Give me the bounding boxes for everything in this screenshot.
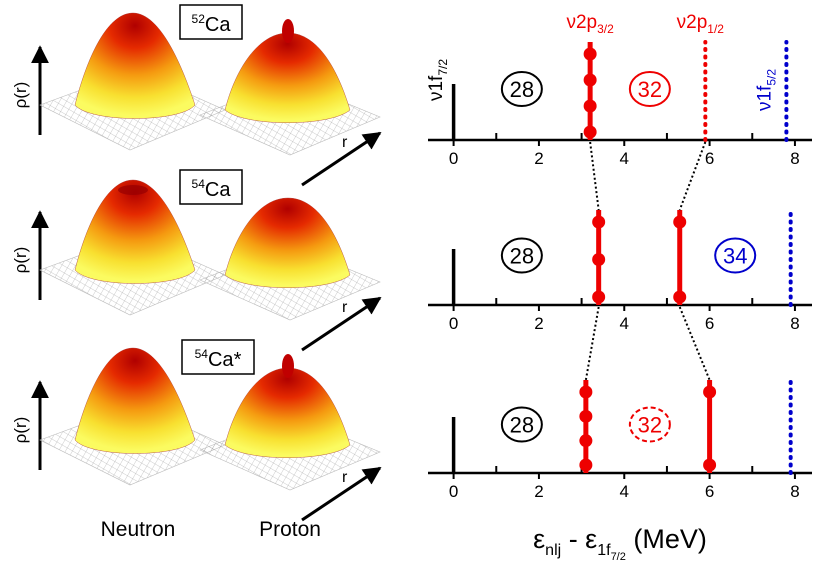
- tick-label: 2: [534, 149, 543, 168]
- magic-number-ring: [500, 406, 543, 443]
- density-row-2: ρ(r) r 54Ca*: [11, 339, 382, 522]
- occupancy-dot: [703, 458, 717, 472]
- tick-label: 6: [705, 482, 714, 501]
- proton-density-surface: [224, 197, 351, 288]
- occupancy-dot: [579, 409, 593, 423]
- level-connectors: [584, 141, 711, 381]
- level-label-f52: ν1f5/2: [754, 69, 778, 111]
- tick-label: 0: [449, 314, 458, 333]
- tick-label: 2: [534, 314, 543, 333]
- level-label-p32: ν2p3/2: [566, 12, 614, 36]
- magic-number-ring: [714, 237, 757, 274]
- rho-axis-label: ρ(r): [11, 417, 30, 444]
- nucleus-label-box: [179, 169, 243, 205]
- neutron-density-surface: [74, 179, 196, 284]
- magic-number-ring: [628, 406, 671, 443]
- tick-label: 8: [790, 314, 799, 333]
- level-label-f72: ν1f7/2: [426, 59, 450, 101]
- magic-number-label: 28: [510, 244, 534, 269]
- magic-number-label: 28: [510, 413, 534, 438]
- magic-number-ring: [500, 237, 543, 274]
- neutron-central-dip: [118, 185, 148, 195]
- occupancy-dot: [673, 290, 687, 304]
- rho-axis-label: ρ(r): [11, 247, 30, 274]
- neutron-density-surface: [74, 12, 196, 119]
- magic-number-ring: [628, 71, 671, 107]
- magic-number-label: 32: [638, 413, 662, 438]
- neutron-density-surface: [74, 347, 196, 454]
- tick-label: 8: [790, 149, 799, 168]
- level-panel-0: 0 2 4 6 8 28 32: [428, 40, 812, 168]
- occupancy-dot: [583, 73, 597, 87]
- occupancy-dot: [579, 385, 593, 399]
- occupancy-dot: [583, 125, 597, 139]
- occupancy-dot: [579, 458, 593, 472]
- connector-p32: [584, 306, 600, 381]
- proton-central-peak: [282, 354, 294, 378]
- level-label-p12: ν2p1/2: [677, 12, 725, 36]
- tick-label: 4: [620, 314, 629, 333]
- occupancy-dot: [673, 215, 687, 229]
- magic-number-ring: [500, 71, 543, 107]
- tick-label: 0: [449, 482, 458, 501]
- occupancy-dot: [703, 385, 717, 399]
- magic-number-label: 34: [723, 244, 747, 269]
- connector-p12: [678, 141, 707, 211]
- x-axis-title: εnlj - ε1f7/2 (MeV): [533, 524, 707, 563]
- density-panels: ρ(r) r 52Ca ρ(r) r 54Ca ρ(r) r 54Ca* Neutron Proto…: [11, 4, 382, 541]
- density-row-1: ρ(r) r 54Ca: [11, 169, 382, 352]
- occupancy-dot: [592, 290, 606, 304]
- proton-density-surface: [224, 32, 351, 123]
- r-axis-arrow: [301, 296, 382, 352]
- level-panel-2: 0 2 4 6 8 28 32: [428, 378, 812, 501]
- nucleus-label: 54Ca: [192, 177, 232, 201]
- level-panel-1: 0 2 4 6 8 28 34: [428, 208, 812, 333]
- magic-number-label: 32: [638, 77, 662, 102]
- density-row-0: ρ(r) r 52Ca: [11, 4, 382, 187]
- connector-p32: [589, 141, 600, 211]
- proton-central-peak: [282, 19, 294, 43]
- tick-label: 6: [705, 314, 714, 333]
- occupancy-dot: [583, 99, 597, 113]
- r-axis-label: r: [342, 134, 348, 151]
- magic-number-label: 28: [510, 77, 534, 102]
- occupancy-dot: [592, 253, 606, 266]
- occupancy-dot: [579, 434, 593, 448]
- column-label-neutron: Neutron: [101, 518, 176, 541]
- r-axis-arrow: [301, 131, 382, 187]
- r-axis-label: r: [342, 299, 348, 316]
- tick-label: 8: [790, 482, 799, 501]
- nucleus-label: 54Ca*: [195, 347, 242, 371]
- occupancy-dot: [583, 47, 597, 61]
- occupancy-dot: [592, 215, 606, 229]
- tick-label: 2: [534, 482, 543, 501]
- r-axis-label: r: [342, 469, 348, 486]
- tick-label: 4: [620, 482, 629, 501]
- tick-label: 4: [620, 149, 629, 168]
- energy-level-panels: 0 2 4 6 8 28 32 0 2 4 6 8 28 34 0 2 4 6 8 28 32 ν1f7/2 ν2p3/2 ν…: [426, 12, 812, 563]
- proton-density-surface: [224, 367, 351, 458]
- nucleus-label-box: [179, 4, 243, 40]
- r-axis-arrow: [301, 466, 382, 522]
- rho-axis-label: ρ(r): [11, 82, 30, 109]
- tick-label: 6: [705, 149, 714, 168]
- column-label-proton: Proton: [259, 518, 321, 541]
- nucleus-label-box: [181, 339, 255, 375]
- tick-label: 0: [449, 149, 458, 168]
- nucleus-label: 52Ca: [192, 12, 232, 36]
